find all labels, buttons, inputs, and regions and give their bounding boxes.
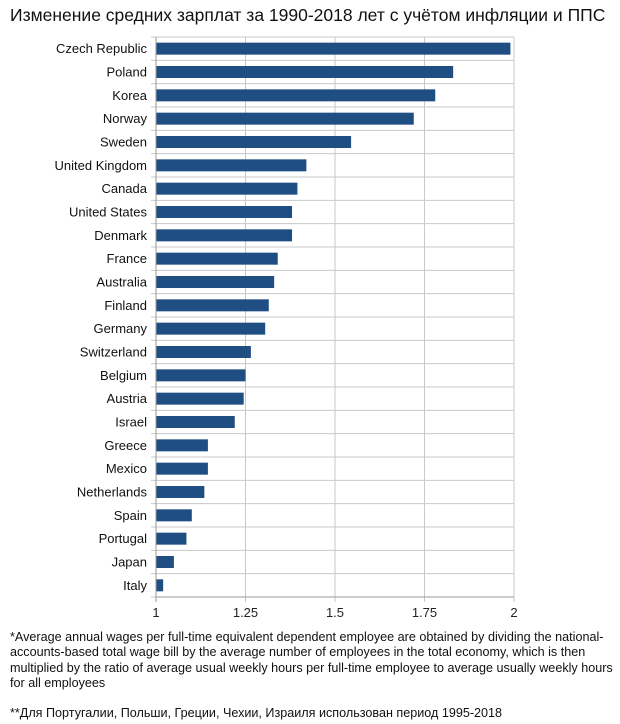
bar [156, 369, 246, 382]
category-label: Portugal [99, 531, 148, 546]
category-label: Italy [123, 578, 147, 593]
bar [156, 532, 187, 545]
bar [156, 89, 436, 102]
bar [156, 252, 278, 265]
bar [156, 159, 307, 172]
bar [156, 322, 266, 335]
category-label: Belgium [100, 368, 147, 383]
category-label: Finland [104, 298, 147, 313]
bar [156, 346, 251, 358]
bar [156, 439, 208, 452]
bar [156, 66, 454, 78]
bar [156, 299, 269, 312]
category-label: Spain [114, 508, 147, 523]
category-label: Germany [94, 321, 148, 336]
category-label: Canada [101, 181, 147, 196]
x-tick-label: 1 [152, 605, 159, 620]
x-tick-label: 1.25 [233, 605, 258, 620]
category-label: Sweden [100, 135, 147, 150]
category-label: Austria [107, 391, 148, 406]
category-label: Poland [107, 65, 147, 80]
category-label: Australia [96, 275, 147, 290]
bar-chart: 1 1.25 1.5 1.75 2 Czech Republic Poland Korea No… [55, 36, 518, 620]
chart-title: Изменение средних зарплат за 1990-2018 л… [10, 5, 606, 25]
bar [156, 112, 414, 125]
bar [156, 416, 235, 428]
bar [156, 392, 244, 405]
category-label: Netherlands [77, 485, 148, 500]
footnote-wage-definition: *Average annual wages per full-time equi… [10, 630, 613, 691]
x-tick-label: 1.75 [412, 605, 437, 620]
category-label: Israel [115, 415, 147, 430]
bar [156, 42, 511, 55]
bar [156, 276, 275, 288]
category-label: France [107, 251, 147, 266]
category-label: Mexico [106, 461, 147, 476]
category-label: United States [69, 205, 148, 220]
bar [156, 509, 192, 522]
bar [156, 182, 298, 195]
category-label: Czech Republic [56, 41, 148, 56]
bar [156, 136, 352, 148]
bar [156, 486, 205, 498]
bar [156, 462, 208, 475]
bar [156, 556, 174, 568]
footnote-period: **Для Португалии, Польши, Греции, Чехии,… [10, 706, 503, 720]
category-label: Korea [112, 88, 147, 103]
category-label: Greece [104, 438, 147, 453]
bar [156, 579, 164, 592]
category-label: Denmark [94, 228, 147, 243]
x-tick-label: 2 [510, 605, 517, 620]
x-tick-label: 1.5 [326, 605, 344, 620]
category-label: Switzerland [80, 345, 147, 360]
category-label: United Kingdom [55, 158, 148, 173]
bar [156, 206, 293, 218]
bar [156, 229, 293, 242]
category-label: Japan [112, 555, 147, 570]
category-label: Norway [103, 111, 148, 126]
